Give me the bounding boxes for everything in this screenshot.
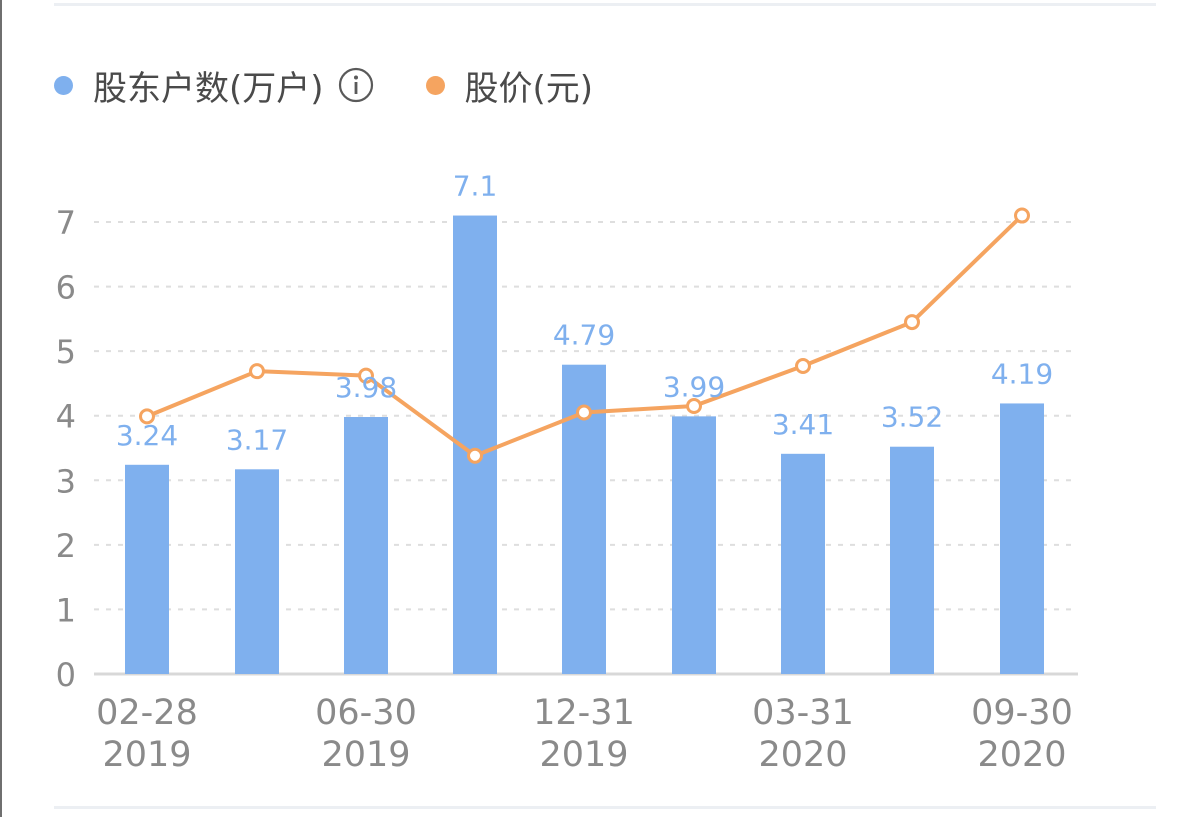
bar-value-label: 3.99	[663, 370, 725, 403]
price-point	[139, 408, 155, 425]
y-tick-label: 6	[56, 269, 76, 307]
bar	[125, 464, 169, 674]
price-point	[249, 363, 265, 380]
price-point	[358, 367, 374, 384]
y-tick-label: 2	[56, 527, 76, 565]
bar	[235, 469, 279, 674]
x-tick-label: 12-31	[533, 693, 635, 733]
bar-value-label: 3.41	[772, 408, 834, 441]
bar	[672, 416, 716, 674]
price-point	[467, 447, 483, 464]
price-point	[1014, 207, 1030, 224]
bar-value-label: 3.52	[881, 401, 943, 434]
legend-label-shareholders: 股东户数(万户)	[93, 68, 324, 109]
price-point	[795, 357, 811, 374]
x-tick-label: 2020	[758, 735, 847, 775]
bar-value-label: 7.1	[453, 170, 498, 203]
price-point	[686, 398, 702, 415]
y-tick-label: 4	[56, 398, 76, 436]
y-tick-label: 7	[56, 204, 76, 242]
y-tick-label: 1	[56, 591, 76, 629]
legend-marker-shareholders	[54, 75, 73, 95]
bar	[1000, 403, 1044, 674]
price-point	[904, 314, 920, 331]
bar	[781, 453, 825, 674]
legend-label-price: 股价(元)	[464, 68, 594, 109]
y-tick-label: 3	[56, 462, 76, 500]
x-tick-label: 09-30	[971, 693, 1073, 733]
legend-item-price[interactable]: 股价(元)	[425, 61, 594, 110]
legend-marker-price	[425, 75, 445, 95]
bar-value-label: 3.17	[226, 423, 288, 456]
bar-value-label: 3.24	[116, 419, 178, 452]
x-tick-label: 06-30	[315, 693, 417, 733]
x-tick-label: 02-28	[96, 693, 198, 733]
bar	[890, 446, 934, 674]
y-tick-label: 5	[56, 333, 76, 371]
bar-value-label: 4.79	[553, 319, 615, 352]
bar-value-label: 3.98	[335, 371, 397, 404]
bottom-divider	[54, 806, 1156, 809]
bar-value-label: 4.19	[991, 357, 1053, 390]
x-tick-label: 2019	[539, 735, 628, 775]
x-tick-label: 2019	[102, 735, 191, 775]
legend-item-shareholders[interactable]: 股东户数(万户)	[54, 61, 374, 110]
top-divider	[54, 3, 1156, 6]
info-icon[interactable]	[338, 67, 374, 103]
x-tick-label: 2019	[321, 735, 410, 775]
bar	[344, 417, 388, 674]
x-tick-label: 2020	[977, 735, 1066, 775]
chart-legend: 股东户数(万户) 股价(元)	[54, 58, 593, 112]
x-tick-label: 03-31	[752, 693, 854, 733]
price-point	[576, 404, 592, 421]
y-tick-label: 0	[56, 656, 76, 694]
